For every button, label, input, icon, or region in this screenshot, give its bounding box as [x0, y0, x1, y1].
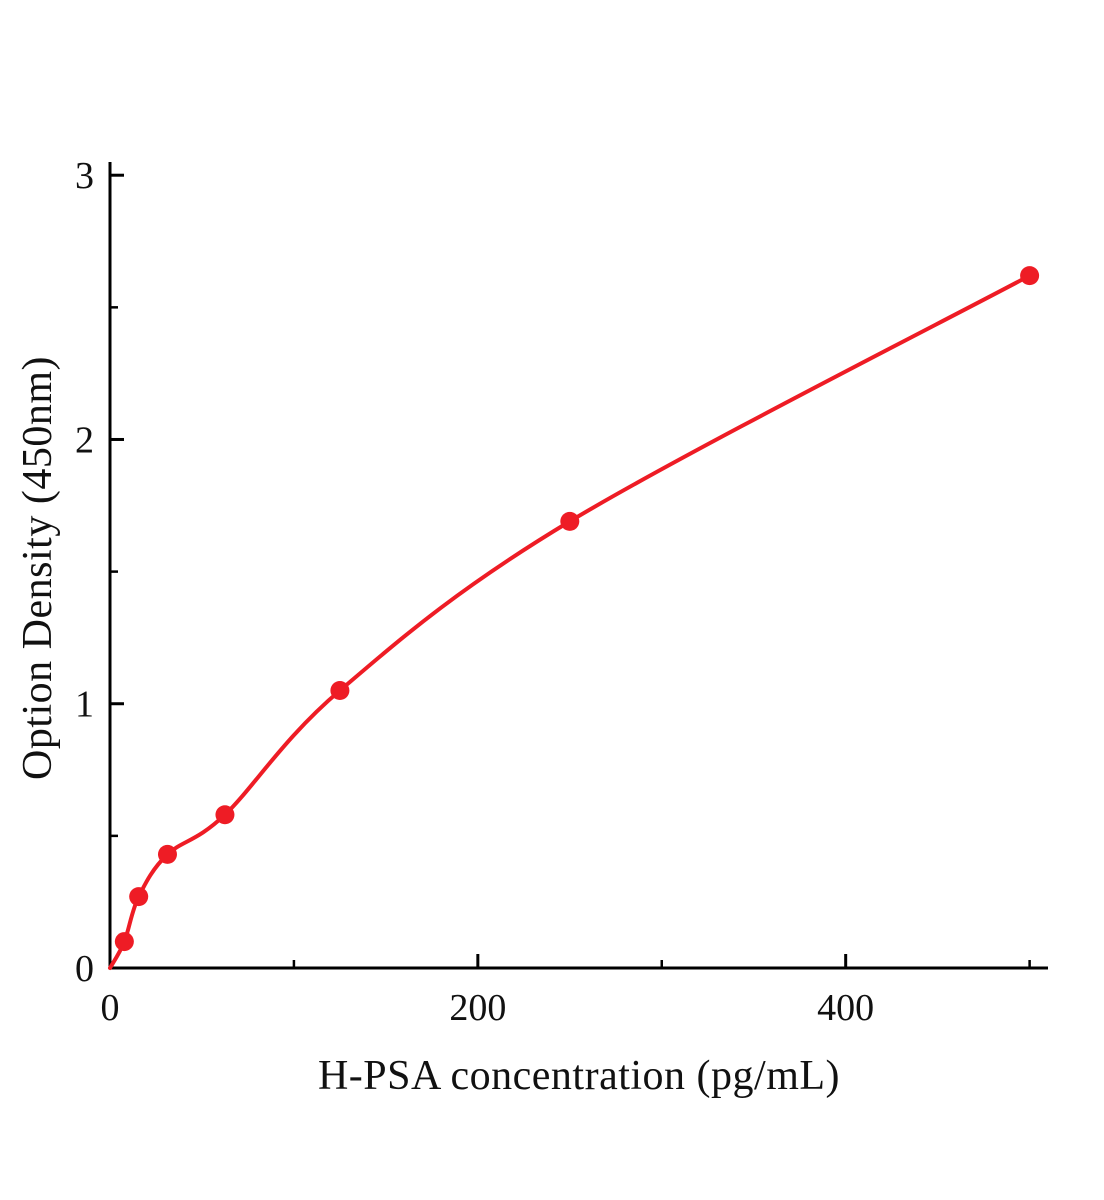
y-axis-label: Option Density (450nm): [15, 356, 61, 780]
data-point: [560, 511, 580, 531]
data-point: [114, 932, 134, 952]
x-axis-label: H-PSA concentration (pg/mL): [317, 1053, 841, 1099]
x-tick-label: 200: [449, 987, 506, 1029]
fitted-curve: [108, 273, 1032, 970]
y-tick-label: 0: [75, 948, 94, 990]
y-tick-label: 2: [75, 419, 94, 461]
y-tick-label: 3: [75, 155, 94, 197]
data-point: [1020, 266, 1040, 286]
x-tick-label: 0: [101, 987, 120, 1029]
data-point: [129, 887, 149, 907]
data-point: [330, 681, 350, 701]
data-point: [215, 805, 235, 825]
data-point: [157, 844, 177, 864]
x-tick-label: 400: [817, 987, 874, 1029]
y-tick-label: 1: [75, 684, 94, 726]
